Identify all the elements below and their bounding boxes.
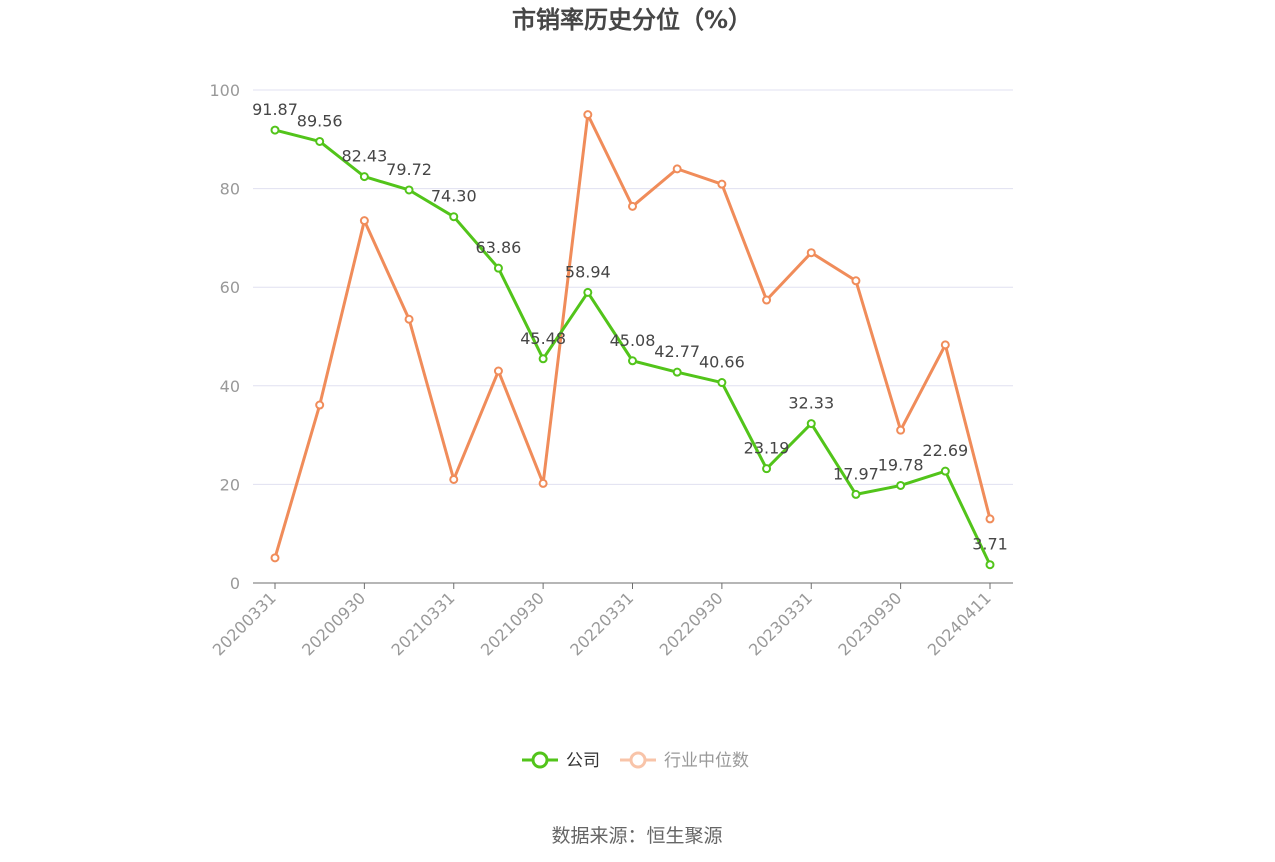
series-layer [270,110,995,570]
data-point-company[interactable] [583,287,593,297]
x-tick-label: 20210331 [388,588,459,659]
data-point-industry[interactable] [628,201,637,211]
source-note: 数据来源：恒生聚源 [551,825,722,847]
x-tick-label: 20200331 [209,588,280,659]
data-label-company: 63.86 [476,238,522,257]
chart-title: 市销率历史分位（%） [512,6,752,34]
y-axis: 0 20 40 60 80 100 [209,81,240,593]
y-tick-label: 0 [230,574,240,593]
data-point-company[interactable] [672,367,682,377]
data-point-industry[interactable] [493,366,503,376]
data-label-company: 74.30 [431,187,477,206]
x-tick-label: 20230331 [745,588,816,659]
data-point-industry[interactable] [270,553,280,563]
data-point-industry[interactable] [762,295,772,305]
data-label-company: 32.33 [788,394,834,413]
data-point-industry[interactable] [806,248,816,258]
data-label-company: 45.48 [520,329,566,348]
legend-item-company[interactable]: 公司 [522,751,600,771]
legend: 公司 行业中位数 [522,751,749,771]
y-tick-label: 80 [220,180,240,199]
data-point-company[interactable] [896,480,906,490]
data-point-industry[interactable] [404,314,414,324]
y-tick-label: 20 [220,475,240,494]
data-label-company: 19.78 [878,455,924,474]
data-point-company[interactable] [762,464,772,474]
data-point-company[interactable] [404,185,414,195]
data-point-company[interactable] [538,354,548,364]
data-point-company[interactable] [940,466,950,476]
data-point-industry[interactable] [359,216,369,226]
data-label-company: 23.19 [744,439,790,458]
x-tick-label: 20220930 [656,588,727,659]
data-label-company: 79.72 [386,160,432,179]
data-label-company: 40.66 [699,353,745,372]
data-label-company: 82.43 [341,147,387,166]
x-tick-label: 20230930 [834,588,905,659]
x-axis: 20200331 20200930 20210331 20210930 20220331… [209,582,1013,659]
legend-marker-company [531,751,549,769]
legend-label-industry: 行业中位数 [664,751,749,771]
data-point-company[interactable] [270,125,280,135]
data-label-company: 89.56 [297,111,343,130]
data-point-industry[interactable] [583,110,593,120]
legend-label-company: 公司 [566,751,600,771]
data-point-industry[interactable] [851,276,861,286]
data-point-company[interactable] [851,489,861,499]
data-point-company[interactable] [717,378,727,388]
data-point-industry[interactable] [672,164,682,174]
y-tick-label: 40 [220,377,240,396]
y-tick-label: 60 [220,278,240,297]
data-point-industry[interactable] [985,514,995,524]
data-label-company: 17.97 [833,464,879,483]
data-point-company[interactable] [493,263,503,273]
data-point-industry[interactable] [896,425,906,435]
x-tick-label: 20220331 [566,588,637,659]
data-point-company[interactable] [359,172,369,182]
data-label-company: 3.71 [972,535,1008,554]
data-point-company[interactable] [449,212,459,222]
data-label-company: 45.08 [610,331,656,350]
data-point-company[interactable] [628,356,637,366]
data-label-company: 58.94 [565,262,611,281]
legend-marker-industry [629,751,647,769]
data-point-industry[interactable] [717,179,727,189]
data-point-industry[interactable] [449,474,459,484]
data-point-company[interactable] [806,419,816,429]
data-point-company[interactable] [315,136,325,146]
data-point-industry[interactable] [940,340,950,350]
data-label-company: 42.77 [654,342,700,361]
data-point-industry[interactable] [538,478,548,488]
data-point-company[interactable] [985,560,995,570]
x-tick-label: 20210930 [477,588,548,659]
data-label-company: 22.69 [922,441,968,460]
x-tick-label: 20200930 [298,588,369,659]
y-tick-label: 100 [209,81,240,100]
data-label-company: 91.87 [252,100,298,119]
data-point-industry[interactable] [315,400,325,410]
legend-item-industry[interactable]: 行业中位数 [620,751,749,771]
x-tick-label: 20240411 [924,588,995,659]
